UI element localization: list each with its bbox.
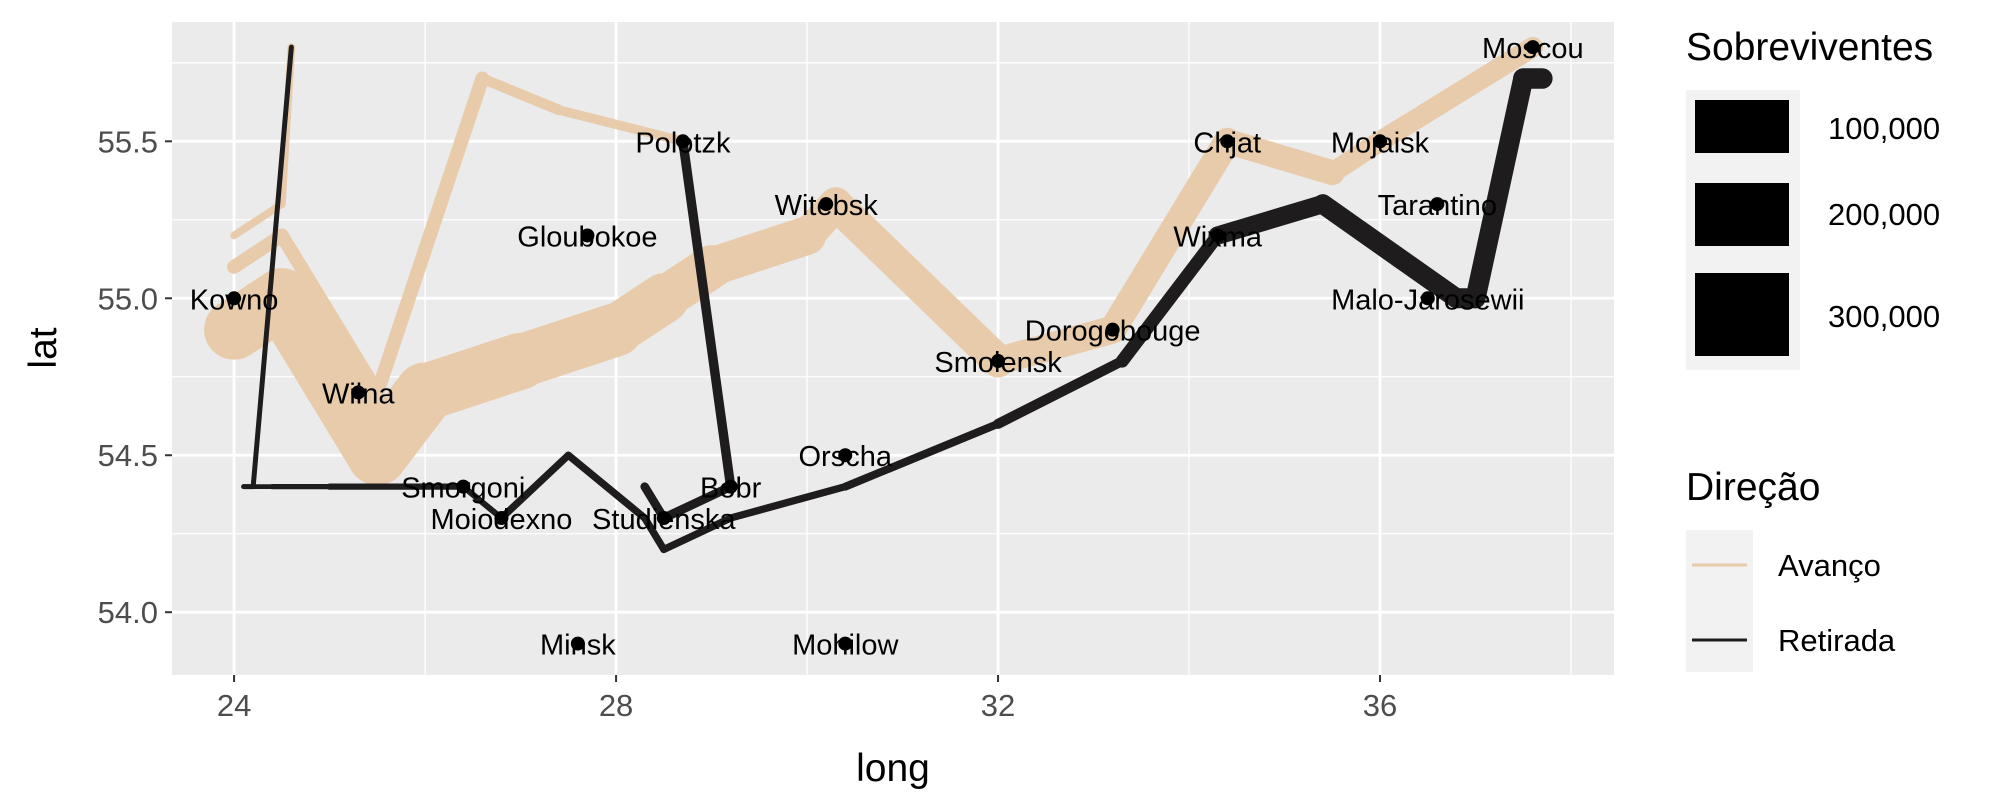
size-legend-key-300000	[1695, 273, 1789, 356]
city-point-mojaisk	[1373, 134, 1388, 149]
city-label-smorgoni: Smorgoni	[401, 473, 525, 505]
city-point-minsk	[570, 636, 585, 651]
army-paths	[204, 36, 1553, 554]
path-segment-retirada	[660, 514, 735, 554]
city-label-malo-jarosewii: Malo-Jarosewii	[1331, 284, 1524, 316]
path-segment-avanco	[984, 315, 1127, 375]
city-label-mojaisk: Mojaisk	[1331, 127, 1430, 159]
x-tick-label: 36	[1363, 688, 1397, 723]
size-legend: Sobreviventes 100,000 200,000 300,000	[1686, 26, 1940, 370]
x-tick-label: 32	[981, 688, 1015, 723]
city-label-mohilow: Mohilow	[792, 630, 899, 662]
size-legend-title: Sobreviventes	[1686, 26, 1933, 69]
size-legend-label-200000: 200,000	[1828, 197, 1940, 232]
path-segment-retirada	[727, 482, 849, 522]
size-legend-key-200000	[1695, 183, 1789, 246]
path-segment-retirada	[460, 483, 505, 522]
city-label-bobr: Bobr	[700, 473, 762, 505]
x-tick-label: 24	[217, 688, 251, 723]
size-legend-label-300000: 300,000	[1828, 299, 1940, 334]
path-segment-retirada	[250, 44, 294, 490]
color-legend-title: Direção	[1686, 466, 1820, 509]
city-label-studienska: Studienska	[592, 504, 736, 536]
path-segment-retirada	[641, 514, 668, 554]
y-tick-label: 54.0	[98, 595, 158, 630]
city-point-orscha	[838, 448, 853, 463]
city-label-chjat: Chjat	[1193, 127, 1261, 159]
series-retirada-group-1	[241, 68, 1553, 554]
path-segment-retirada	[841, 419, 1003, 491]
path-segment-avanco	[1369, 36, 1544, 152]
series-retirada-group-3	[241, 44, 294, 490]
city-point-kowno	[227, 291, 242, 306]
size-legend-label-100000: 100,000	[1828, 111, 1940, 146]
minor-gridlines	[172, 22, 1614, 675]
city-label-gloubokoe: Gloubokoe	[517, 221, 657, 253]
city-label-orscha: Orscha	[799, 441, 893, 473]
y-axis-title: lat	[22, 327, 65, 368]
series-avanco-group-2	[227, 71, 688, 400]
path-segment-retirada	[1465, 68, 1534, 309]
city-point-bobr	[723, 479, 738, 494]
city-label-witebsk: Witebsk	[775, 190, 879, 222]
color-legend-label-retirada: Retirada	[1778, 623, 1896, 658]
path-segment-retirada	[564, 451, 649, 522]
city-point-wilna	[351, 385, 366, 400]
color-legend: Direção Avanço Retirada	[1686, 466, 1896, 672]
city-point-dorogobouge	[1105, 322, 1120, 337]
city-point-wixma	[1210, 228, 1225, 243]
path-segment-retirada	[659, 482, 736, 523]
city-point-polotzk	[675, 134, 690, 149]
x-axis-title: long	[856, 747, 930, 790]
city-point-studienska	[656, 511, 671, 526]
city-label-tarantino: Tarantino	[1378, 190, 1497, 222]
y-tick-label: 55.0	[98, 281, 158, 316]
city-label-moiodexno: Moiodexno	[431, 504, 573, 536]
y-tick-label: 54.5	[98, 438, 158, 473]
city-point-gloubokoe	[580, 228, 595, 243]
city-point-smorgoni	[456, 479, 471, 494]
city-point-malo-jarosewii	[1420, 291, 1435, 306]
color-legend-label-avanco: Avanço	[1778, 548, 1881, 583]
y-tick-label: 55.5	[98, 124, 158, 159]
path-segment-avanco	[274, 228, 385, 400]
path-segment-retirada	[497, 451, 572, 522]
path-segment-avanco	[230, 200, 286, 240]
city-point-moscou	[1525, 40, 1540, 55]
path-segment-avanco	[1099, 127, 1241, 344]
city-label-moscou: Moscou	[1482, 33, 1584, 65]
city-point-moiodexno	[494, 511, 509, 526]
city-point-witebsk	[819, 197, 834, 212]
path-segment-avanco	[370, 71, 490, 400]
path-segment-avanco	[1214, 128, 1345, 186]
plot-panel	[172, 22, 1614, 675]
series-avanco-group-1	[204, 36, 1544, 486]
path-segment-avanco	[477, 73, 565, 116]
path-segment-retirada	[678, 136, 736, 492]
city-point-mohilow	[838, 636, 853, 651]
path-segment-retirada	[992, 356, 1128, 429]
path-segment-retirada	[1115, 228, 1225, 368]
city-label-smolensk: Smolensk	[934, 347, 1062, 379]
city-label-wilna: Wilna	[322, 378, 395, 410]
city-label-polotzk: Polotzk	[635, 127, 731, 159]
path-segment-avanco	[819, 187, 1015, 378]
size-legend-key-100000	[1695, 100, 1789, 153]
color-legend-key-background	[1686, 530, 1753, 672]
path-segment-retirada	[1208, 194, 1332, 245]
city-label-wixma: Wixma	[1173, 221, 1262, 253]
path-segment-retirada	[1312, 194, 1467, 309]
city-label-minsk: Minsk	[540, 630, 616, 662]
city-point-tarantino	[1430, 197, 1445, 212]
city-label-dorogobouge: Dorogobouge	[1025, 316, 1201, 348]
city-point-smolensk	[991, 354, 1006, 369]
axes: 24 28 32 36 54.0 54.5 55.0 55.5	[98, 124, 1398, 723]
city-label-kowno: Kowno	[190, 284, 279, 316]
city-point-chjat	[1220, 134, 1235, 149]
path-segment-avanco	[554, 105, 688, 147]
x-tick-label: 28	[599, 688, 633, 723]
